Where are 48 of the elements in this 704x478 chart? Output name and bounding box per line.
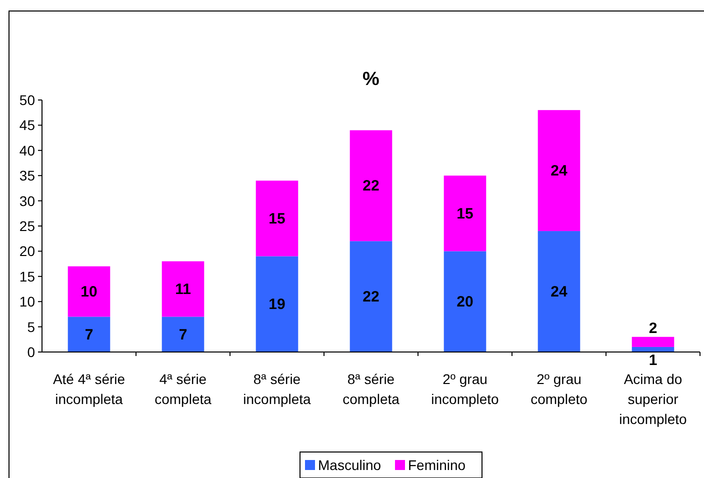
bar — [256, 256, 298, 352]
bar — [350, 130, 392, 242]
data-label: 20 — [456, 294, 474, 311]
legend-label: Masculino — [318, 457, 382, 473]
data-label: 11 — [175, 281, 191, 298]
data-label: 15 — [268, 210, 286, 228]
bar — [162, 261, 204, 317]
data-label: 10 — [80, 284, 98, 301]
y-tick-label: 15 — [19, 268, 36, 284]
bar — [444, 251, 486, 352]
y-tick-label: 0 — [27, 344, 36, 360]
y-tick-label: 5 — [27, 318, 36, 335]
bar — [632, 336, 674, 347]
data-label: 2 — [648, 320, 658, 337]
x-tick-label: 8ª série completa — [342, 371, 400, 407]
x-tick-label: Até 4ª série incompleta — [52, 371, 126, 407]
data-label: 24 — [550, 284, 568, 301]
data-label: 1 — [648, 352, 658, 369]
bar — [444, 176, 486, 252]
bar — [256, 180, 298, 256]
data-label: 19 — [268, 296, 286, 314]
data-label: 22 — [362, 288, 380, 306]
y-tick-label: 20 — [19, 243, 36, 260]
data-label: 7 — [84, 326, 94, 344]
y-tick-label: 30 — [19, 192, 36, 209]
y-tick-label: 45 — [19, 117, 36, 134]
x-tick-label: Acima do superior incompleto — [619, 371, 688, 427]
bar — [68, 316, 110, 352]
x-tick-label: 2º grau completo — [530, 371, 588, 407]
y-tick-label: 25 — [19, 218, 36, 234]
y-tick-label: 10 — [19, 294, 36, 310]
x-tick-label: 8ª série incompleta — [243, 371, 312, 407]
bar — [538, 231, 580, 352]
y-tick-label: 35 — [19, 168, 36, 184]
data-label: 7 — [178, 326, 188, 344]
data-label: 24 — [550, 162, 568, 180]
bar — [162, 316, 204, 352]
legend-label: Feminino — [408, 457, 466, 473]
bar — [538, 110, 580, 232]
bar — [68, 266, 110, 317]
chart-title: % — [362, 69, 380, 90]
y-tick-label: 40 — [19, 142, 36, 158]
x-tick-label: 4ª série completa — [154, 371, 212, 407]
data-label: 22 — [362, 178, 380, 195]
data-label: 15 — [456, 205, 474, 222]
y-tick-label: 50 — [19, 92, 36, 108]
x-tick-label: 2º grau incompleto — [431, 371, 500, 407]
bar — [350, 241, 392, 352]
